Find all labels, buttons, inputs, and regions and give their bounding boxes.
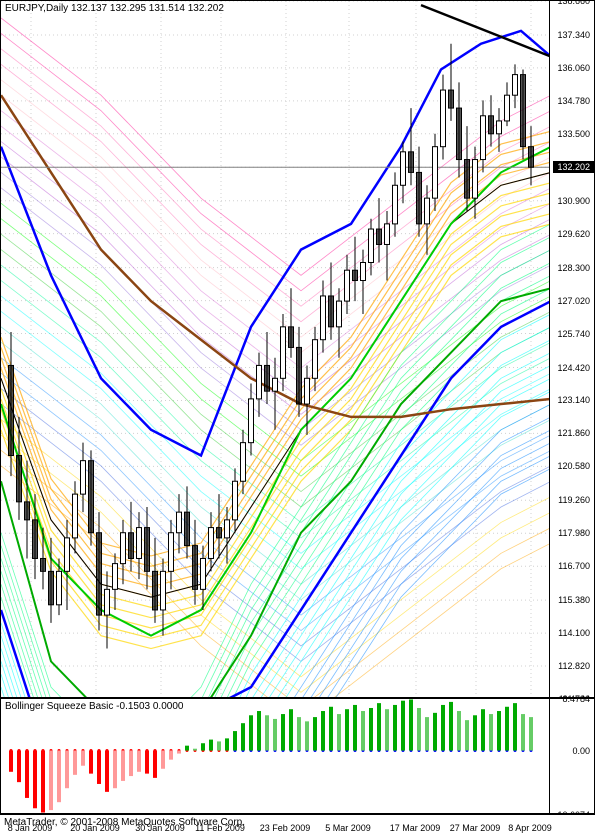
current-price-tag: 132.202 (553, 161, 594, 173)
y-tick-label: 134.780 (557, 96, 590, 106)
sub-chart-svg (1, 699, 549, 813)
indicator-y-axis: 8.47840.00-10.6074 (549, 699, 594, 813)
y-tick-label: 130.900 (557, 196, 590, 206)
x-tick-label: 17 Mar 2009 (390, 823, 441, 833)
y-tick-label: 138.660 (557, 0, 590, 6)
y-tick-label: 112.820 (558, 661, 590, 671)
sub-y-tick-label: 0.00 (572, 746, 590, 756)
x-tick-label: 30 Jan 2009 (135, 823, 185, 833)
y-tick-label: 136.060 (557, 63, 590, 73)
y-tick-label: 137.340 (557, 30, 590, 40)
x-tick-label: 11 Feb 2009 (195, 823, 245, 833)
main-plot-area[interactable] (1, 1, 549, 697)
footer-bar: MetaTrader, © 2001-2008 MetaQuotes Softw… (0, 814, 595, 835)
x-tick-label: 20 Jan 2009 (70, 823, 120, 833)
symbol-name: EURJPY,Daily (5, 3, 68, 14)
x-tick-label: 27 Mar 2009 (450, 823, 501, 833)
x-tick-label: 5 Mar 2009 (325, 823, 371, 833)
y-tick-label: 119.260 (558, 495, 590, 505)
x-tick-label: 23 Feb 2009 (260, 823, 311, 833)
sub-plot-area[interactable] (1, 699, 549, 813)
y-tick-label: 125.740 (557, 329, 590, 339)
chart-title: EURJPY,Daily 132.137 132.295 131.514 132… (5, 3, 224, 14)
y-tick-label: 114.100 (558, 628, 590, 638)
y-tick-label: 123.140 (557, 395, 590, 405)
ohlc-values: 132.137 132.295 131.514 132.202 (71, 3, 224, 14)
x-tick-label: 8 Apr 2009 (508, 823, 552, 833)
main-chart-svg (1, 1, 549, 697)
x-tick-label: 8 Jan 2009 (8, 823, 53, 833)
indicator-title: Bollinger Squeeze Basic -0.1503 0.0000 (5, 701, 183, 712)
price-y-axis: 138.660 137.340 136.060 134.780 133.500 132.2… (549, 1, 594, 697)
y-tick-label: 124.420 (557, 363, 590, 373)
y-tick-label: 121.860 (557, 428, 590, 438)
y-tick-label: 127.020 (557, 296, 590, 306)
y-tick-label: 128.300 (557, 263, 590, 273)
y-tick-label: 120.580 (557, 461, 590, 471)
y-tick-label: 116.700 (558, 561, 590, 571)
y-tick-label: 117.980 (558, 528, 590, 538)
sub-y-tick-label: 8.4784 (562, 694, 590, 704)
y-tick-label: 115.380 (558, 595, 590, 605)
y-tick-label: 133.500 (557, 129, 590, 139)
main-price-chart[interactable]: EURJPY,Daily 132.137 132.295 131.514 132… (0, 0, 595, 698)
indicator-chart[interactable]: Bollinger Squeeze Basic -0.1503 0.0000 8… (0, 698, 595, 814)
y-tick-label: 129.620 (557, 229, 590, 239)
